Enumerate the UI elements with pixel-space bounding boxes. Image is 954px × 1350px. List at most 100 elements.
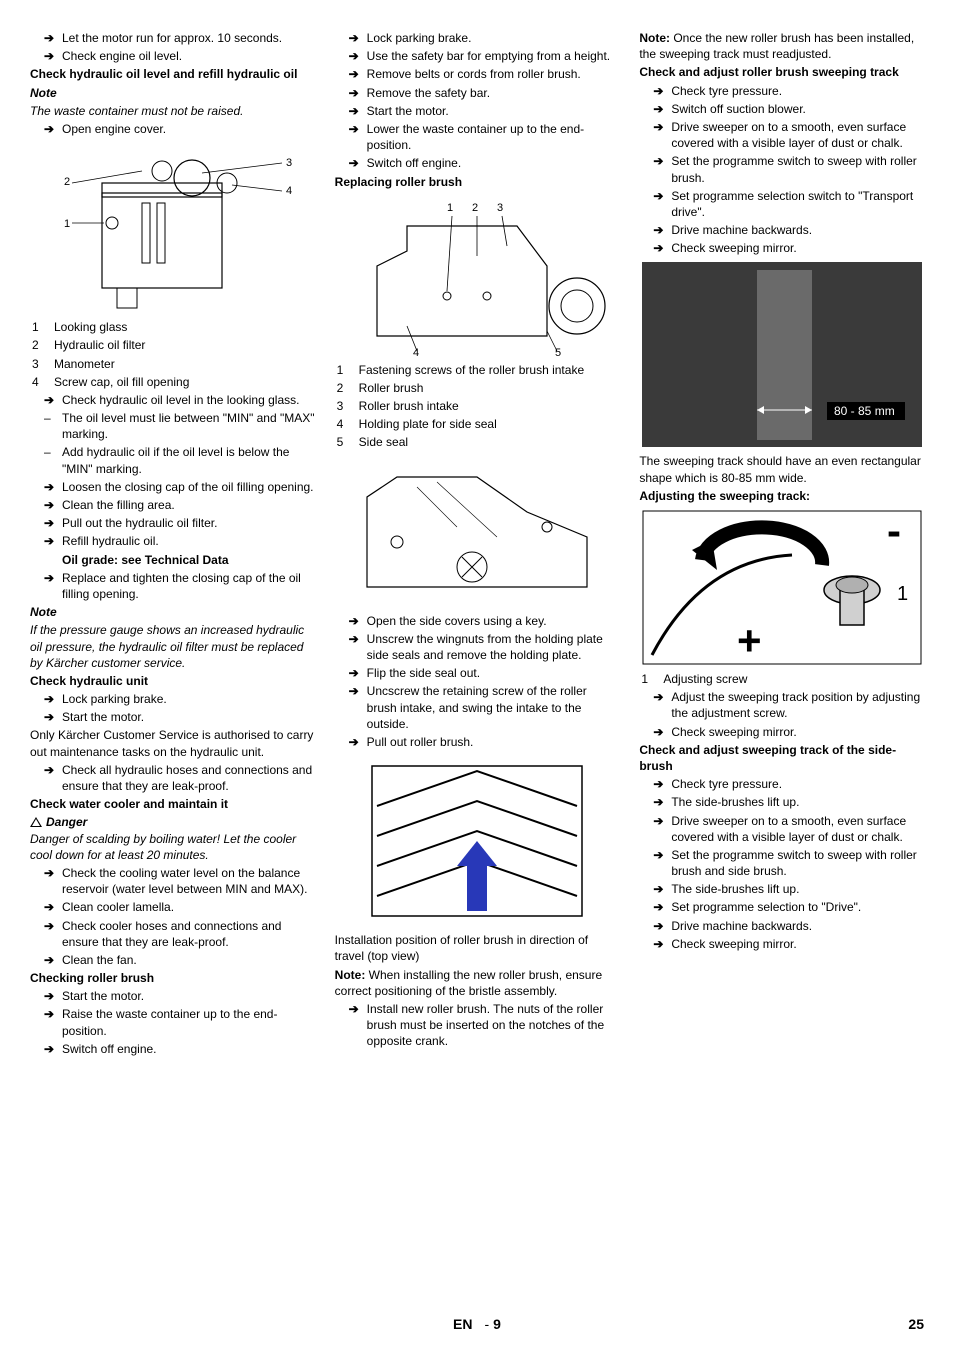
step: ➔Flip the side seal out. xyxy=(335,665,620,681)
figure-hydraulic-tank: 1 2 3 4 xyxy=(30,143,315,313)
list-num: 1 xyxy=(639,671,663,687)
list-text: Manometer xyxy=(54,356,315,372)
arrow-icon: ➔ xyxy=(44,709,62,725)
step-text: Refill hydraulic oil. xyxy=(62,533,315,549)
step: ➔Clean the filling area. xyxy=(30,497,315,513)
step-text: The side-brushes lift up. xyxy=(671,881,924,897)
step: ➔Drive sweeper on to a smooth, even surf… xyxy=(639,813,924,845)
step: ➔Drive machine backwards. xyxy=(639,222,924,238)
step: ➔Clean cooler lamella. xyxy=(30,899,315,915)
step-text: Switch off engine. xyxy=(62,1041,315,1057)
step: ➔Start the motor. xyxy=(30,988,315,1004)
step: ➔Let the motor run for approx. 10 second… xyxy=(30,30,315,46)
arrow-icon: ➔ xyxy=(44,1041,62,1057)
step: ➔Check the cooling water level on the ba… xyxy=(30,865,315,897)
arrow-icon: ➔ xyxy=(653,188,671,220)
step: ➔Switch off engine. xyxy=(335,155,620,171)
step: ➔Adjust the sweeping track position by a… xyxy=(639,689,924,721)
warning-icon xyxy=(30,817,42,827)
arrow-icon: ➔ xyxy=(653,899,671,915)
step-text: Pull out the hydraulic oil filter. xyxy=(62,515,315,531)
heading: Checking roller brush xyxy=(30,970,315,986)
list-item: 5Side seal xyxy=(335,434,620,450)
list-item: 2Hydraulic oil filter xyxy=(30,337,315,353)
step: ➔Check tyre pressure. xyxy=(639,776,924,792)
oil-grade: Oil grade: see Technical Data xyxy=(30,552,315,568)
arrow-icon: ➔ xyxy=(44,479,62,495)
arrow-icon: ➔ xyxy=(44,762,62,794)
step-text: Check cooler hoses and connections and e… xyxy=(62,918,315,950)
arrow-icon: ➔ xyxy=(349,66,367,82)
arrow-icon: ➔ xyxy=(44,691,62,707)
arrow-icon: ➔ xyxy=(349,734,367,750)
note-body-inline: When installing the new roller brush, en… xyxy=(335,968,602,998)
paragraph: Only Kärcher Customer Service is authori… xyxy=(30,727,315,759)
step: ➔Lock parking brake. xyxy=(30,691,315,707)
arrow-icon: ➔ xyxy=(349,155,367,171)
step: ➔The side-brushes lift up. xyxy=(639,794,924,810)
step: ➔Refill hydraulic oil. xyxy=(30,533,315,549)
svg-text:4: 4 xyxy=(413,347,419,356)
step-text: Replace and tighten the closing cap of t… xyxy=(62,570,315,602)
step-text: Set the programme switch to sweep with r… xyxy=(671,847,924,879)
step-text: Set programme selection to "Drive". xyxy=(671,899,924,915)
column-1: ➔Let the motor run for approx. 10 second… xyxy=(30,30,315,1290)
heading: Replacing roller brush xyxy=(335,174,620,190)
list-num: 3 xyxy=(30,356,54,372)
arrow-icon: ➔ xyxy=(653,240,671,256)
step: ➔Use the safety bar for emptying from a … xyxy=(335,48,620,64)
page-number: 25 xyxy=(908,1315,924,1334)
step: ➔Pull out the hydraulic oil filter. xyxy=(30,515,315,531)
paragraph: Installation position of roller brush in… xyxy=(335,932,620,964)
footer-page-local: 9 xyxy=(493,1315,501,1334)
step: ➔Open engine cover. xyxy=(30,121,315,137)
arrow-icon: ➔ xyxy=(653,222,671,238)
arrow-icon: ➔ xyxy=(653,847,671,879)
step-text: Start the motor. xyxy=(62,709,315,725)
list-item: 1Looking glass xyxy=(30,319,315,335)
heading: Check hydraulic unit xyxy=(30,673,315,689)
dash-text: Add hydraulic oil if the oil level is be… xyxy=(62,444,315,476)
list-text: Adjusting screw xyxy=(663,671,924,687)
step: ➔Uncscrew the retaining screw of the rol… xyxy=(335,683,620,732)
list-item: 1Fastening screws of the roller brush in… xyxy=(335,362,620,378)
step-text: Open the side covers using a key. xyxy=(367,613,620,629)
arrow-icon: ➔ xyxy=(44,952,62,968)
arrow-icon: ➔ xyxy=(653,794,671,810)
arrow-icon: ➔ xyxy=(349,121,367,153)
step-text: Uncscrew the retaining screw of the roll… xyxy=(367,683,620,732)
step: ➔Check engine oil level. xyxy=(30,48,315,64)
list-num: 2 xyxy=(335,380,359,396)
step: ➔Check all hydraulic hoses and connectio… xyxy=(30,762,315,794)
svg-text:5: 5 xyxy=(555,347,561,356)
minus-label: - xyxy=(887,510,901,554)
step: ➔Clean the fan. xyxy=(30,952,315,968)
dash-icon: – xyxy=(44,410,62,442)
step: ➔Check sweeping mirror. xyxy=(639,936,924,952)
step: ➔Remove belts or cords from roller brush… xyxy=(335,66,620,82)
dash-item: –The oil level must lie between "MIN" an… xyxy=(30,410,315,442)
list-num: 2 xyxy=(30,337,54,353)
arrow-icon: ➔ xyxy=(44,533,62,549)
dash-item: –Add hydraulic oil if the oil level is b… xyxy=(30,444,315,476)
step-text: Switch off suction blower. xyxy=(671,101,924,117)
arrow-icon: ➔ xyxy=(653,776,671,792)
arrow-icon: ➔ xyxy=(44,1006,62,1038)
arrow-icon: ➔ xyxy=(349,665,367,681)
step-text: Check tyre pressure. xyxy=(671,83,924,99)
step-text: Open engine cover. xyxy=(62,121,315,137)
arrow-icon: ➔ xyxy=(44,988,62,1004)
step-text: Drive sweeper on to a smooth, even surfa… xyxy=(671,813,924,845)
step-text: Check sweeping mirror. xyxy=(671,240,924,256)
step: ➔Open the side covers using a key. xyxy=(335,613,620,629)
arrow-icon: ➔ xyxy=(349,631,367,663)
arrow-icon: ➔ xyxy=(44,121,62,137)
step-text: Set the programme switch to sweep with r… xyxy=(671,153,924,185)
figure-label: 4 xyxy=(286,185,292,197)
step: ➔Lock parking brake. xyxy=(335,30,620,46)
step-text: Check the cooling water level on the bal… xyxy=(62,865,315,897)
step: ➔The side-brushes lift up. xyxy=(639,881,924,897)
list-item: 4Screw cap, oil fill opening xyxy=(30,374,315,390)
step-text: Check sweeping mirror. xyxy=(671,936,924,952)
svg-text:3: 3 xyxy=(497,202,503,214)
